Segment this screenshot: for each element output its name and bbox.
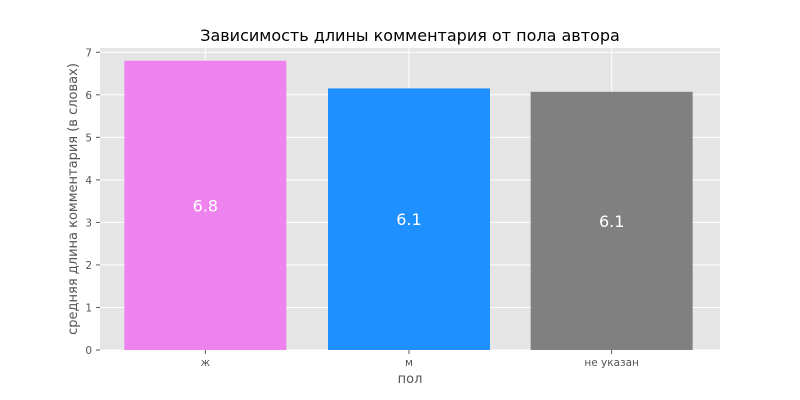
x-tick-label: ж — [201, 357, 211, 369]
y-tick-label: 4 — [85, 175, 92, 187]
y-tick-label: 6 — [85, 90, 92, 102]
bar-2 — [328, 88, 490, 350]
y-tick-label: 7 — [85, 47, 92, 59]
y-tick-label: 5 — [85, 132, 92, 144]
chart-title: Зависимость длины комментария от пола ав… — [200, 26, 620, 45]
y-axis-label: средняя длина комментария (в словах) — [66, 63, 81, 335]
y-tick-label: 1 — [85, 302, 92, 314]
x-axis-label: пол — [398, 372, 423, 387]
x-tick-label: м — [405, 357, 413, 369]
y-tick-label: 0 — [85, 345, 92, 357]
x-axis: ж м не указан — [201, 350, 639, 369]
bar-1 — [124, 60, 287, 351]
bar-value-label: 6.1 — [599, 212, 624, 231]
x-tick-label: не указан — [584, 357, 639, 369]
bar-3 — [530, 91, 693, 350]
bars: 6.8 6.1 6.1 — [124, 60, 693, 351]
y-tick-label: 2 — [85, 260, 92, 272]
y-tick-label: 3 — [85, 217, 92, 229]
bar-value-label: 6.8 — [193, 196, 218, 215]
y-axis: 0 1 2 3 4 5 6 7 — [85, 47, 100, 357]
bar-value-label: 6.1 — [396, 210, 421, 229]
